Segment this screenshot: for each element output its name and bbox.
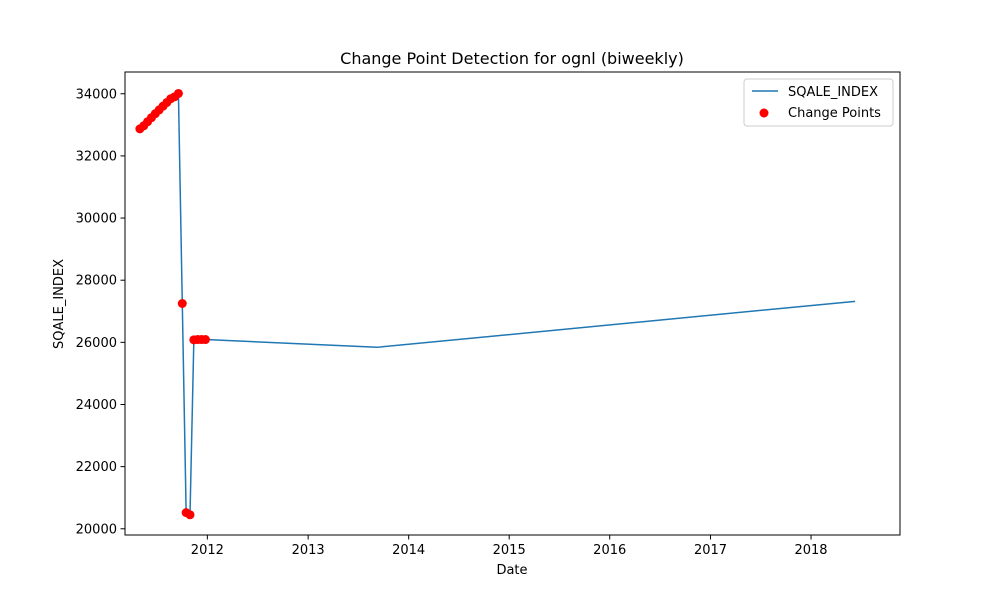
y-tick-label: 24000 [76,398,117,413]
legend-marker-swatch [759,108,769,118]
y-tick-label: 34000 [76,87,117,102]
y-tick-label: 32000 [76,149,117,164]
y-tick-label: 20000 [76,522,117,537]
change-point-marker [177,299,187,308]
change-point-marker [200,335,210,345]
x-axis: 2012 2013 2014 2015 2016 2017 2018 [191,535,828,558]
legend-label-change-points: Change Points [788,106,881,121]
x-tick-label: 2016 [593,543,626,558]
x-tick-label: 2013 [292,543,325,558]
y-axis-title: SQALE_INDEX [52,259,67,349]
y-tick-label: 22000 [76,460,117,475]
x-tick-label: 2017 [694,543,727,558]
y-axis: 20000 22000 24000 26000 28000 30000 32000 34000 [76,87,125,537]
change-point-marker [173,88,183,98]
legend-label-sqale-index: SQALE_INDEX [788,85,878,100]
x-tick-label: 2014 [392,543,425,558]
series-line-sqale-index [139,92,856,516]
x-tick-label: 2015 [493,543,526,558]
legend-box [743,78,894,127]
y-tick-label: 28000 [76,274,117,289]
plot-frame [124,71,901,536]
x-axis-title: Date [496,563,527,578]
legend: SQALE_INDEX Change Points [743,78,894,127]
chart-title: Change Point Detection for ognl (biweekl… [340,49,684,68]
y-tick-label: 26000 [76,336,117,351]
x-tick-label: 2018 [794,543,827,558]
change-point-marker [185,510,195,520]
y-tick-label: 30000 [76,212,117,227]
plot-area [135,88,856,520]
x-tick-label: 2012 [191,543,224,558]
